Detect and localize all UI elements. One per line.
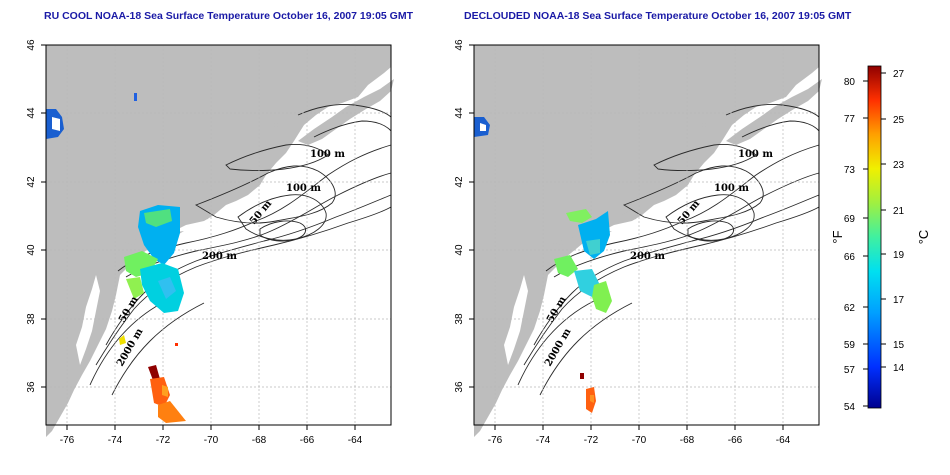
lon-axis-right: -76 -74 -72 -70 -68 -66 -64	[488, 435, 791, 446]
fahrenheit-tick-label: 73	[844, 165, 856, 176]
celsius-tick-label: 17	[893, 295, 905, 306]
lat-tick-label: 38	[26, 313, 37, 325]
colorbar: 80 77 73 69 66 62 59 57 54 27 25 23 21 1…	[830, 65, 931, 413]
left-map: 100 m 100 m 50 m 200 m 50 m 2000 m -76 -…	[26, 39, 395, 446]
lon-tick-label: -68	[252, 435, 267, 446]
lon-tick-label: -64	[776, 435, 791, 446]
lon-tick-label: -74	[536, 435, 551, 446]
lon-axis-left: -76 -74 -72 -70 -68 -66 -64	[60, 435, 363, 446]
lat-tick-label: 44	[26, 107, 37, 119]
celsius-ticks: 27 25 23 21 19 17 15 14	[893, 69, 905, 374]
celsius-tick-label: 21	[893, 206, 905, 217]
lat-axis-left: 46 44 42 40 38 36	[26, 39, 37, 393]
celsius-tick-label: 25	[893, 115, 905, 126]
lon-tick-label: -72	[584, 435, 599, 446]
celsius-tick-label: 19	[893, 250, 905, 261]
fahrenheit-tick-label: 57	[844, 365, 856, 376]
lat-tick-label: 42	[454, 176, 465, 188]
celsius-unit-label: °C	[916, 230, 931, 245]
lat-tick-label: 36	[454, 381, 465, 393]
lat-tick-label: 36	[26, 381, 37, 393]
fahrenheit-tick-label: 80	[844, 77, 856, 88]
contour-label: 100 m	[738, 149, 773, 160]
lat-tick-label: 38	[454, 313, 465, 325]
lon-tick-label: -76	[488, 435, 503, 446]
lat-tick-label: 46	[454, 39, 465, 51]
celsius-tick-label: 27	[893, 69, 905, 80]
lat-tick-label: 40	[26, 244, 37, 256]
lat-tick-label: 42	[26, 176, 37, 188]
lon-tick-label: -64	[348, 435, 363, 446]
lon-tick-label: -66	[728, 435, 743, 446]
lon-tick-label: -70	[204, 435, 219, 446]
contour-label: 100 m	[310, 149, 345, 160]
contour-label: 100 m	[714, 183, 749, 194]
lon-tick-label: -70	[632, 435, 647, 446]
right-map: 100 m 100 m 50 m 200 m 50 m 2000 m -76 -…	[454, 39, 823, 446]
contour-label: 200 m	[202, 251, 237, 262]
lat-axis-right: 46 44 42 40 38 36	[454, 39, 465, 393]
lon-tick-label: -66	[300, 435, 315, 446]
fahrenheit-tick-label: 54	[844, 402, 856, 413]
contour-label: 200 m	[630, 251, 665, 262]
map-title-right: DECLOUDED NOAA-18 Sea Surface Temperatur…	[464, 10, 852, 22]
lat-tick-label: 40	[454, 244, 465, 256]
celsius-tick-label: 23	[893, 160, 905, 171]
contour-label: 100 m	[286, 183, 321, 194]
fahrenheit-tick-label: 69	[844, 214, 856, 225]
sst-data-left	[46, 93, 186, 423]
celsius-tick-label: 14	[893, 363, 905, 374]
lon-tick-label: -76	[60, 435, 75, 446]
sst-data-right	[474, 117, 612, 413]
fahrenheit-tick-label: 59	[844, 340, 856, 351]
fahrenheit-tick-label: 66	[844, 252, 856, 263]
fahrenheit-ticks: 80 77 73 69 66 62 59 57 54	[844, 77, 856, 413]
lon-tick-label: -68	[680, 435, 695, 446]
fahrenheit-tick-label: 77	[844, 114, 856, 125]
colorbar-gradient	[867, 65, 882, 409]
lon-tick-label: -74	[108, 435, 123, 446]
lon-tick-label: -72	[156, 435, 171, 446]
lat-tick-label: 46	[26, 39, 37, 51]
fahrenheit-unit-label: °F	[830, 230, 845, 243]
map-title-left: RU COOL NOAA-18 Sea Surface Temperature …	[44, 10, 413, 22]
fahrenheit-tick-label: 62	[844, 303, 856, 314]
lat-tick-label: 44	[454, 107, 465, 119]
celsius-tick-label: 15	[893, 340, 905, 351]
